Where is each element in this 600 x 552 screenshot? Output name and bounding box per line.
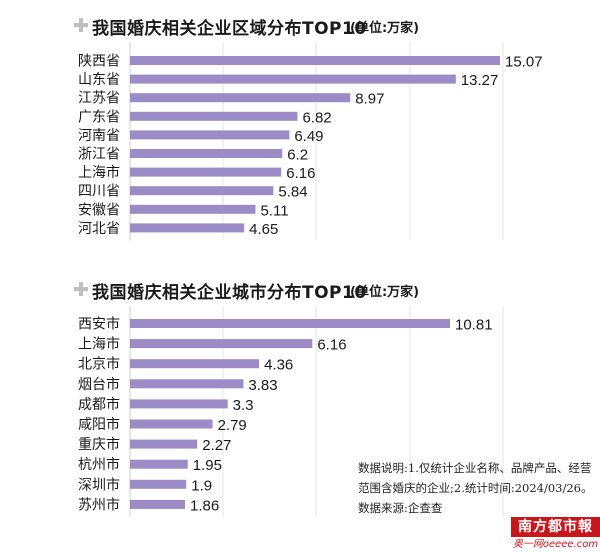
data-label: 13.27 xyxy=(461,72,499,89)
category-label: 广东省 xyxy=(78,109,120,125)
bar xyxy=(130,359,260,369)
region-chart-unit: (单位:万家) xyxy=(350,21,420,36)
data-label: 8.97 xyxy=(355,91,384,108)
data-label: 1.9 xyxy=(191,477,212,494)
bar xyxy=(130,149,283,158)
website-label: 奥一网oeeee.com xyxy=(512,539,599,550)
bar xyxy=(130,111,298,121)
category-label: 河南省 xyxy=(78,128,120,144)
category-label: 苏州市 xyxy=(78,496,120,513)
data-label: 1.86 xyxy=(190,497,219,514)
data-label: 5.84 xyxy=(278,184,307,201)
city-chart-unit: (单位:万家) xyxy=(350,285,420,300)
bar xyxy=(130,93,351,103)
category-label: 烟台市 xyxy=(78,376,120,393)
bar xyxy=(130,339,313,349)
data-note: 数据说明:1.仅统计企业名称、品牌产品、经营范围含婚庆的企业;2.统计时间:20… xyxy=(358,461,593,515)
data-label: 15.07 xyxy=(505,54,543,71)
bar xyxy=(130,459,188,469)
bar xyxy=(130,204,256,214)
category-label: 咸阳市 xyxy=(78,416,120,433)
data-label: 6.82 xyxy=(302,109,331,126)
category-label: 山东省 xyxy=(78,72,120,88)
plus-icon xyxy=(74,282,88,296)
bar xyxy=(130,223,245,233)
data-label: 2.79 xyxy=(218,417,247,434)
category-label: 陕西省 xyxy=(78,54,120,70)
category-label: 浙江省 xyxy=(78,147,120,163)
category-label: 上海市 xyxy=(78,164,120,181)
data-label: 5.11 xyxy=(260,202,288,219)
data-label: 2.27 xyxy=(202,437,231,454)
category-label: 上海市 xyxy=(78,336,120,353)
bar xyxy=(130,479,187,489)
category-label: 深圳市 xyxy=(78,476,120,493)
data-label: 3.3 xyxy=(233,397,254,414)
newspaper-logo: 南方都市報 xyxy=(511,517,600,537)
bar xyxy=(130,419,213,429)
bar xyxy=(130,167,282,177)
bar xyxy=(130,499,186,509)
category-label: 四川省 xyxy=(78,184,120,200)
bar xyxy=(130,74,456,84)
city-chart-title: 我国婚庆相关企业城市分布TOP10 xyxy=(92,283,367,303)
bar xyxy=(130,399,228,409)
bar xyxy=(130,319,450,328)
category-label: 杭州市 xyxy=(78,456,120,473)
data-label: 1.95 xyxy=(193,457,222,474)
bar xyxy=(130,56,500,65)
bar xyxy=(130,439,198,449)
data-label: 6.2 xyxy=(287,147,308,164)
category-label: 安徽省 xyxy=(78,202,120,218)
category-label: 北京市 xyxy=(78,356,120,373)
data-label: 6.16 xyxy=(317,337,346,354)
data-label: 10.81 xyxy=(455,317,493,334)
category-label: 江苏省 xyxy=(78,91,120,107)
data-label: 6.49 xyxy=(294,128,323,145)
region-bar-chart: 陕西省 15.07 山东省 13.27 江苏省 8.97 广东省 6.82 河南省 6.49 浙江省… xyxy=(78,42,543,241)
category-label: 西安市 xyxy=(78,316,120,333)
city-bar-chart: 西安市 10.81 上海市 6.16 北京市 4.36 烟台市 3.83 成都市 3.3 咸阳市 2.… xyxy=(78,306,504,517)
category-label: 河北省 xyxy=(78,221,120,237)
category-label: 成都市 xyxy=(78,396,120,413)
plus-icon xyxy=(74,18,88,32)
data-label: 4.36 xyxy=(264,357,293,374)
category-label: 重庆市 xyxy=(78,436,120,453)
bar xyxy=(130,130,290,140)
region-chart-title: 我国婚庆相关企业区域分布TOP10 xyxy=(92,19,367,39)
data-label: 4.65 xyxy=(249,221,278,238)
data-label: 6.16 xyxy=(286,165,315,182)
data-label: 3.83 xyxy=(248,377,277,394)
bar xyxy=(130,186,274,196)
bar xyxy=(130,379,244,389)
